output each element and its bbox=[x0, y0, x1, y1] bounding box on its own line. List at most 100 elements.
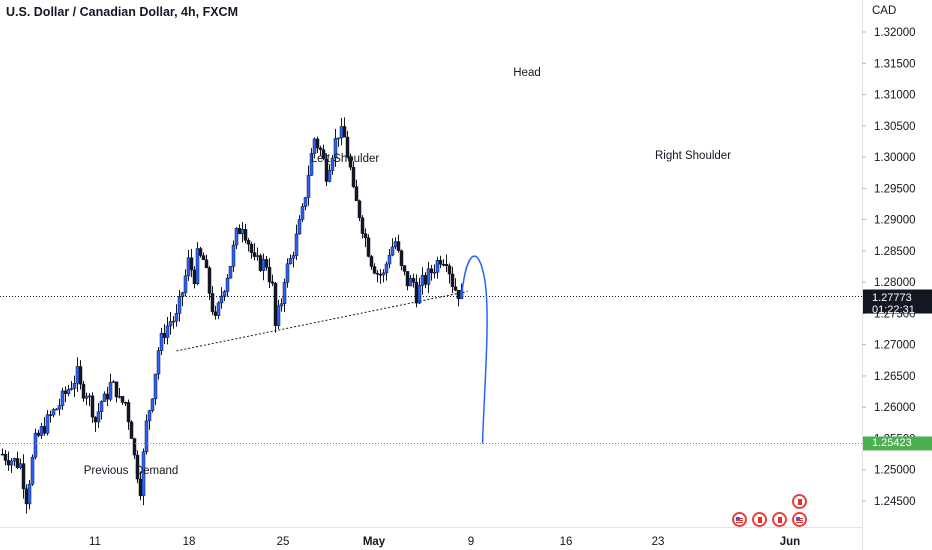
candle-body bbox=[354, 186, 359, 202]
candle-body bbox=[171, 320, 176, 323]
price-axis[interactable]: 1.32000 1.31500 1.31000 1.30500 1.30000 1.295… bbox=[862, 27, 916, 508]
candle-body bbox=[135, 454, 140, 480]
candle-body bbox=[144, 420, 149, 453]
candle-body bbox=[42, 426, 47, 434]
candle-body bbox=[348, 157, 353, 168]
candle-body bbox=[168, 321, 173, 327]
candle-body bbox=[225, 277, 230, 292]
candle-body bbox=[330, 157, 335, 171]
projection-curve bbox=[460, 255, 488, 444]
candle-body bbox=[141, 451, 146, 497]
candle-body bbox=[333, 138, 338, 159]
candle-body bbox=[27, 483, 32, 505]
candle-body bbox=[123, 402, 128, 404]
candle-body bbox=[18, 463, 23, 468]
candle-body bbox=[285, 263, 290, 283]
candle-body bbox=[186, 257, 191, 277]
candle-body bbox=[426, 268, 431, 285]
candle-body bbox=[114, 381, 119, 398]
candle-body bbox=[213, 311, 218, 316]
candle-body bbox=[96, 411, 101, 423]
candle-body bbox=[312, 138, 317, 154]
y-tick-label: 1.24500 bbox=[874, 496, 916, 508]
projection-path[interactable] bbox=[460, 255, 488, 444]
neckline-trendline[interactable] bbox=[176, 291, 468, 352]
candle-body bbox=[276, 305, 281, 326]
price-tag: 1.27773 01:22:31 bbox=[863, 289, 932, 316]
candle-body bbox=[63, 390, 68, 394]
candle-body bbox=[222, 291, 227, 297]
candle-body bbox=[327, 170, 332, 182]
candle-body bbox=[174, 313, 179, 322]
y-tick-label: 1.30500 bbox=[874, 121, 916, 133]
candle-body bbox=[441, 264, 446, 266]
candle-body bbox=[93, 416, 98, 423]
candle-body bbox=[261, 259, 266, 271]
candle-body bbox=[264, 259, 269, 268]
candle-body bbox=[177, 296, 182, 314]
candle-body bbox=[78, 366, 83, 385]
chart-title: U.S. Dollar / Canadian Dollar, 4h, FXCM bbox=[6, 5, 238, 19]
candle-body bbox=[57, 405, 62, 410]
reference-lines bbox=[0, 291, 862, 444]
candle-body bbox=[447, 265, 452, 275]
x-tick-label: 23 bbox=[652, 536, 665, 548]
candle-body bbox=[366, 237, 371, 257]
candle-body bbox=[453, 286, 458, 291]
candle-body bbox=[69, 388, 74, 390]
candle-body bbox=[54, 408, 59, 411]
candle-body bbox=[393, 241, 398, 248]
candle-body bbox=[195, 248, 200, 284]
us-flag-icon[interactable] bbox=[732, 512, 747, 527]
y-tick-label: 1.29500 bbox=[874, 183, 916, 195]
candle-body bbox=[390, 246, 395, 256]
candle-body bbox=[9, 460, 14, 466]
candle-body bbox=[6, 460, 11, 466]
candle-body bbox=[438, 259, 443, 265]
candle-body bbox=[363, 233, 368, 239]
ca-flag-icon[interactable] bbox=[752, 512, 767, 527]
candle-body bbox=[252, 252, 257, 257]
candle-body bbox=[420, 274, 425, 286]
candle-body bbox=[15, 458, 20, 468]
candle-body bbox=[378, 274, 383, 276]
candle-body bbox=[87, 395, 92, 398]
price-tag-value: 1.27773 bbox=[872, 292, 912, 304]
candle-body bbox=[432, 272, 437, 274]
candle-body bbox=[147, 410, 152, 422]
candle-body bbox=[345, 136, 350, 158]
candle-body bbox=[105, 393, 110, 400]
candle-body bbox=[273, 283, 278, 326]
candle-body bbox=[231, 244, 236, 267]
candle-body bbox=[360, 217, 365, 234]
ca-flag-icon[interactable] bbox=[772, 512, 787, 527]
candle-body bbox=[372, 266, 377, 274]
candle-body bbox=[411, 277, 416, 283]
right-shoulder-label: Right Shoulder bbox=[655, 150, 731, 162]
candle-body bbox=[126, 402, 131, 423]
currency-label: CAD bbox=[872, 5, 896, 17]
candle-body bbox=[324, 158, 329, 182]
candle-body bbox=[249, 243, 254, 253]
candle-body bbox=[318, 147, 323, 150]
candle-body bbox=[381, 272, 386, 276]
candle-body bbox=[321, 149, 326, 160]
candle-body bbox=[315, 138, 320, 149]
x-tick-label: 9 bbox=[468, 536, 474, 548]
candle-body bbox=[36, 432, 41, 436]
time-axis[interactable]: 11 18 25 May 9 16 23 Jun bbox=[89, 536, 800, 548]
candle-body bbox=[132, 438, 137, 456]
candle-body bbox=[255, 255, 260, 257]
head-label: Head bbox=[513, 67, 541, 79]
candle-body bbox=[450, 273, 455, 287]
candle-body bbox=[384, 263, 389, 274]
us-flag-icon[interactable] bbox=[792, 512, 807, 527]
candle-body bbox=[207, 267, 212, 294]
y-tick-label: 1.29000 bbox=[874, 215, 916, 227]
y-tick-label: 1.28000 bbox=[874, 277, 916, 289]
x-tick-label: Jun bbox=[780, 536, 800, 548]
candle-body bbox=[99, 401, 104, 412]
ca-flag-icon[interactable] bbox=[792, 494, 807, 509]
candle-body bbox=[60, 390, 65, 406]
